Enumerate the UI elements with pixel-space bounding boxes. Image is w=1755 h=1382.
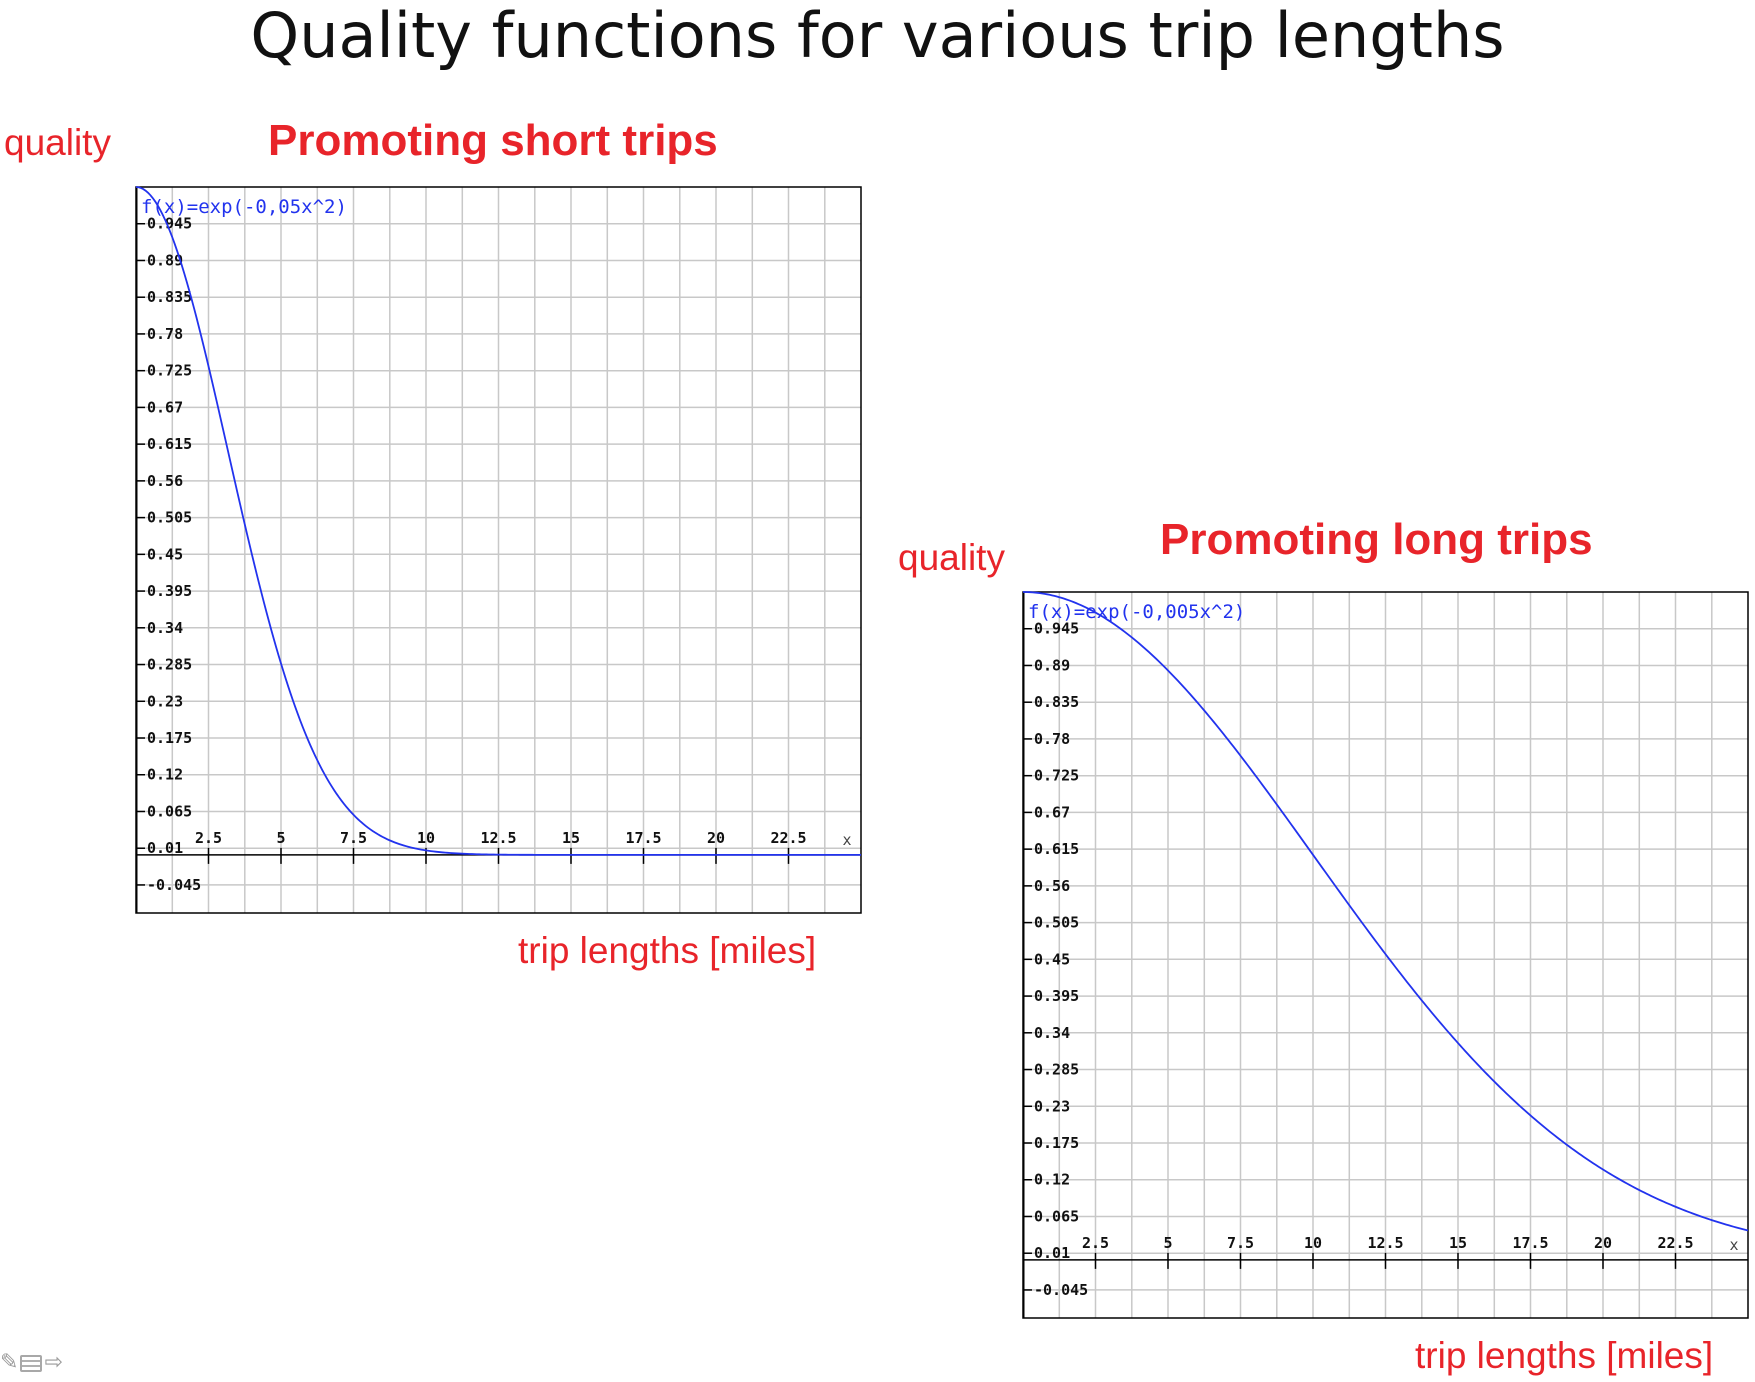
y-tick-label: 0.01 — [1034, 1244, 1070, 1262]
y-tick-label: 0.285 — [147, 656, 192, 674]
x-tick-label: 2.5 — [195, 829, 222, 847]
short-trips-chart: 2.5 5 7.5 10 12.5 15 17.5 20 22.5 x 0.945 0.89 0.835… — [135, 186, 862, 914]
y-tick-label: 0.395 — [147, 582, 192, 600]
y-tick-label: 0.34 — [147, 619, 183, 637]
chart1-title: Promoting short trips — [268, 116, 718, 165]
y-tick-label: 0.34 — [1034, 1024, 1070, 1042]
y-tick-label: 0.23 — [1034, 1097, 1070, 1115]
long-trips-chart: 2.5 5 7.5 10 12.5 15 17.5 20 22.5 x 0.945 0.89 0.835… — [1022, 591, 1749, 1319]
slide-title: Quality functions for various trip lengt… — [250, 0, 1505, 72]
y-tick-label: 0.67 — [147, 398, 183, 416]
next-arrow-icon[interactable]: ⇨ — [44, 1350, 63, 1375]
y-tick-label: -0.045 — [147, 876, 201, 894]
y-tick-label: 0.175 — [147, 729, 192, 747]
y-tick-label: 0.12 — [147, 766, 183, 784]
quality-curve — [135, 186, 861, 856]
grid — [136, 187, 861, 913]
y-tick-label: 0.67 — [1034, 803, 1070, 821]
y-tick-label: 0.45 — [147, 545, 183, 563]
x-tick-label: 15 — [1449, 1234, 1467, 1252]
chart2-ylabel: quality — [898, 537, 1005, 578]
x-tick-label: 10 — [417, 829, 435, 847]
y-tick-label: 0.395 — [1034, 987, 1079, 1005]
x-tick-label: 22.5 — [1657, 1234, 1693, 1252]
x-axis-letter: x — [1729, 1236, 1738, 1254]
formula-label: f(x)=exp(-0,05x^2) — [141, 196, 347, 218]
x-axis-letter: x — [842, 831, 851, 849]
x-tick-label: 22.5 — [770, 829, 806, 847]
x-tick-label: 17.5 — [1512, 1234, 1548, 1252]
y-tick-label: 0.505 — [1034, 914, 1079, 932]
y-tick-label: 0.78 — [1034, 730, 1070, 748]
quality-curve — [1022, 591, 1749, 1232]
x-tick-label: 5 — [276, 829, 285, 847]
y-tick-label: 0.23 — [147, 692, 183, 710]
notes-icon[interactable] — [20, 1354, 43, 1372]
chart1-ylabel: quality — [4, 122, 111, 163]
y-tick-label: 0.12 — [1034, 1171, 1070, 1189]
x-tick-label: 20 — [707, 829, 725, 847]
slideshow-toolbar: ✎ ⇨ — [0, 1348, 63, 1378]
x-tick-label: 17.5 — [625, 829, 661, 847]
y-tick-label: 0.835 — [147, 288, 192, 306]
chart2-title: Promoting long trips — [1160, 515, 1593, 564]
formula-label: f(x)=exp(-0,005x^2) — [1028, 601, 1245, 623]
chart1-xlabel: trip lengths [miles] — [518, 930, 817, 971]
y-tick-label: 0.945 — [147, 215, 192, 233]
y-tick-label: 0.615 — [147, 435, 192, 453]
pen-icon[interactable]: ✎ — [0, 1350, 19, 1375]
y-tick-label: 0.89 — [1034, 656, 1070, 674]
y-tick-label: 0.945 — [1034, 620, 1079, 638]
y-tick-label: 0.725 — [1034, 767, 1079, 785]
y-tick-label: 0.835 — [1034, 693, 1079, 711]
x-tick-label: 7.5 — [340, 829, 367, 847]
y-tick-label: 0.285 — [1034, 1061, 1079, 1079]
y-tick-label: 0.725 — [147, 362, 192, 380]
y-tick-label: 0.45 — [1034, 950, 1070, 968]
x-tick-label: 12.5 — [1367, 1234, 1403, 1252]
x-tick-label: 12.5 — [480, 829, 516, 847]
y-tick-label: 0.065 — [1034, 1207, 1079, 1225]
y-tick-label: 0.56 — [147, 472, 183, 490]
grid — [1023, 592, 1748, 1318]
y-tick-label: -0.045 — [1034, 1281, 1088, 1299]
chart2-xlabel: trip lengths [miles] — [1415, 1335, 1714, 1376]
y-tick-label: 0.78 — [147, 325, 183, 343]
y-tick-label: 0.175 — [1034, 1134, 1079, 1152]
x-tick-label: 2.5 — [1082, 1234, 1109, 1252]
x-tick-label: 10 — [1304, 1234, 1322, 1252]
y-tick-label: 0.505 — [147, 509, 192, 527]
y-tick-label: 0.56 — [1034, 877, 1070, 895]
y-tick-label: 0.615 — [1034, 840, 1079, 858]
y-tick-label: 0.065 — [147, 802, 192, 820]
x-tick-label: 20 — [1594, 1234, 1612, 1252]
x-tick-label: 5 — [1163, 1234, 1172, 1252]
y-tick-label: 0.89 — [147, 251, 183, 269]
x-tick-label: 15 — [562, 829, 580, 847]
y-tick-label: 0.01 — [147, 839, 183, 857]
x-tick-label: 7.5 — [1227, 1234, 1254, 1252]
